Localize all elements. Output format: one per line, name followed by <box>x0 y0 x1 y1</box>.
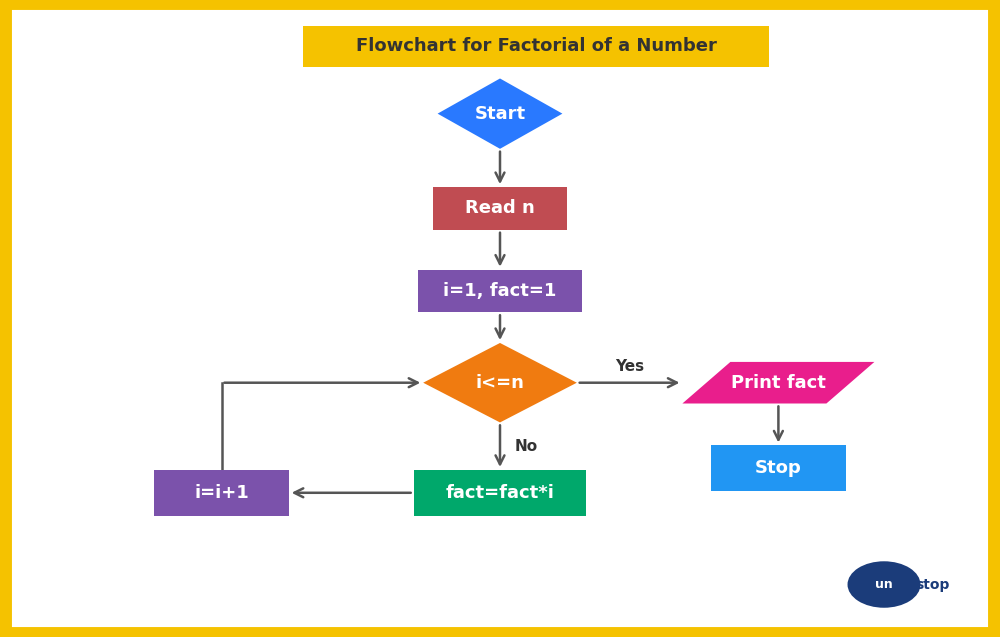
Text: i<=n: i<=n <box>476 374 524 392</box>
Text: Print fact: Print fact <box>731 374 826 392</box>
Text: Flowchart for Factorial of a Number: Flowchart for Factorial of a Number <box>356 38 716 55</box>
Polygon shape <box>438 78 562 149</box>
Text: i=1, fact=1: i=1, fact=1 <box>443 282 557 300</box>
FancyBboxPatch shape <box>414 470 586 516</box>
Polygon shape <box>682 362 874 403</box>
Text: Stop: Stop <box>755 459 802 477</box>
FancyBboxPatch shape <box>303 25 769 67</box>
Text: Start: Start <box>474 104 526 123</box>
Text: Yes: Yes <box>615 359 644 373</box>
Polygon shape <box>423 343 577 422</box>
Text: stop: stop <box>915 578 949 592</box>
FancyBboxPatch shape <box>433 187 567 230</box>
Text: No: No <box>514 439 538 454</box>
FancyBboxPatch shape <box>418 269 582 312</box>
Text: fact=fact*i: fact=fact*i <box>446 483 554 502</box>
Text: un: un <box>875 578 893 591</box>
Text: Read n: Read n <box>465 199 535 217</box>
FancyBboxPatch shape <box>154 470 289 516</box>
Circle shape <box>848 561 920 608</box>
FancyBboxPatch shape <box>711 445 846 491</box>
Text: i=i+1: i=i+1 <box>194 483 249 502</box>
